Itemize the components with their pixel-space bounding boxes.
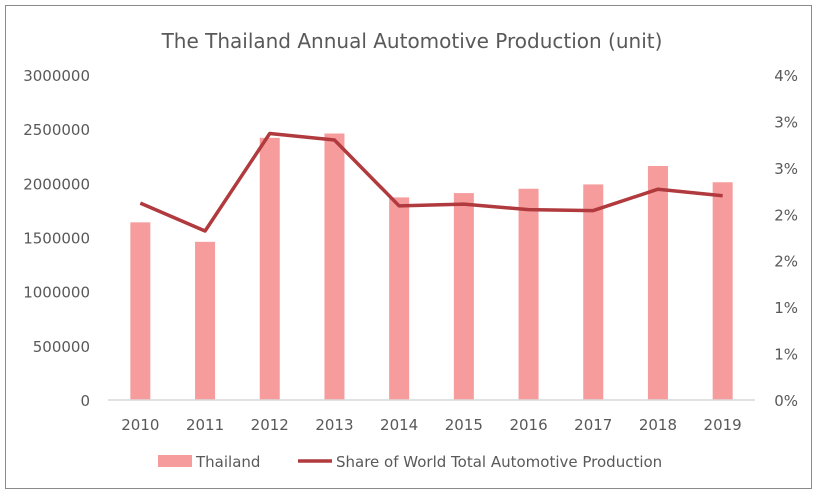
left-axis-tick: 3000000 [23,67,90,85]
x-axis-tick: 2013 [315,416,353,434]
x-axis-tick: 2010 [121,416,159,434]
line-share [139,131,723,233]
right-axis-tick: 3% [774,113,798,131]
bar-2017 [583,184,604,400]
right-axis-tick: 1% [774,346,798,364]
left-axis-tick: 1500000 [23,230,90,248]
bar-2018 [647,166,668,400]
chart-frame [5,5,812,489]
left-axis-tick: 2000000 [23,175,90,193]
legend-label-thailand: Thailand [195,453,260,471]
bar-2015 [453,193,474,400]
bar-2011 [195,241,216,400]
right-axis-tick: 1% [774,299,798,317]
right-axis-tick: 2% [774,206,798,224]
x-axis-tick: 2016 [509,416,547,434]
legend-swatch-thailand [158,455,192,467]
bar-2012 [259,137,280,401]
x-axis-tick: 2018 [639,416,677,434]
left-axis-tick: 500000 [33,338,90,356]
bar-2019 [712,182,733,400]
right-axis-tick: 4% [774,67,798,85]
bar-2010 [130,222,151,400]
bar-2016 [518,188,539,400]
left-axis-tick: 2500000 [23,121,90,139]
x-axis-tick: 2019 [704,416,742,434]
chart-title: The Thailand Annual Automotive Productio… [161,29,663,53]
right-axis-tick: 2% [774,253,798,271]
x-axis-tick: 2012 [251,416,289,434]
x-axis-tick: 2017 [574,416,612,434]
right-axis-tick: 0% [774,392,798,410]
left-axis-tick: 0 [80,392,90,410]
x-axis-tick: 2015 [445,416,483,434]
bar-2013 [324,133,345,400]
x-axis-tick: 2011 [186,416,224,434]
x-axis-tick: 2014 [380,416,418,434]
legend-label-share: Share of World Total Automotive Producti… [336,453,662,471]
right-axis-tick: 3% [774,160,798,178]
left-axis-tick: 1000000 [23,284,90,302]
bar-2014 [389,197,410,400]
